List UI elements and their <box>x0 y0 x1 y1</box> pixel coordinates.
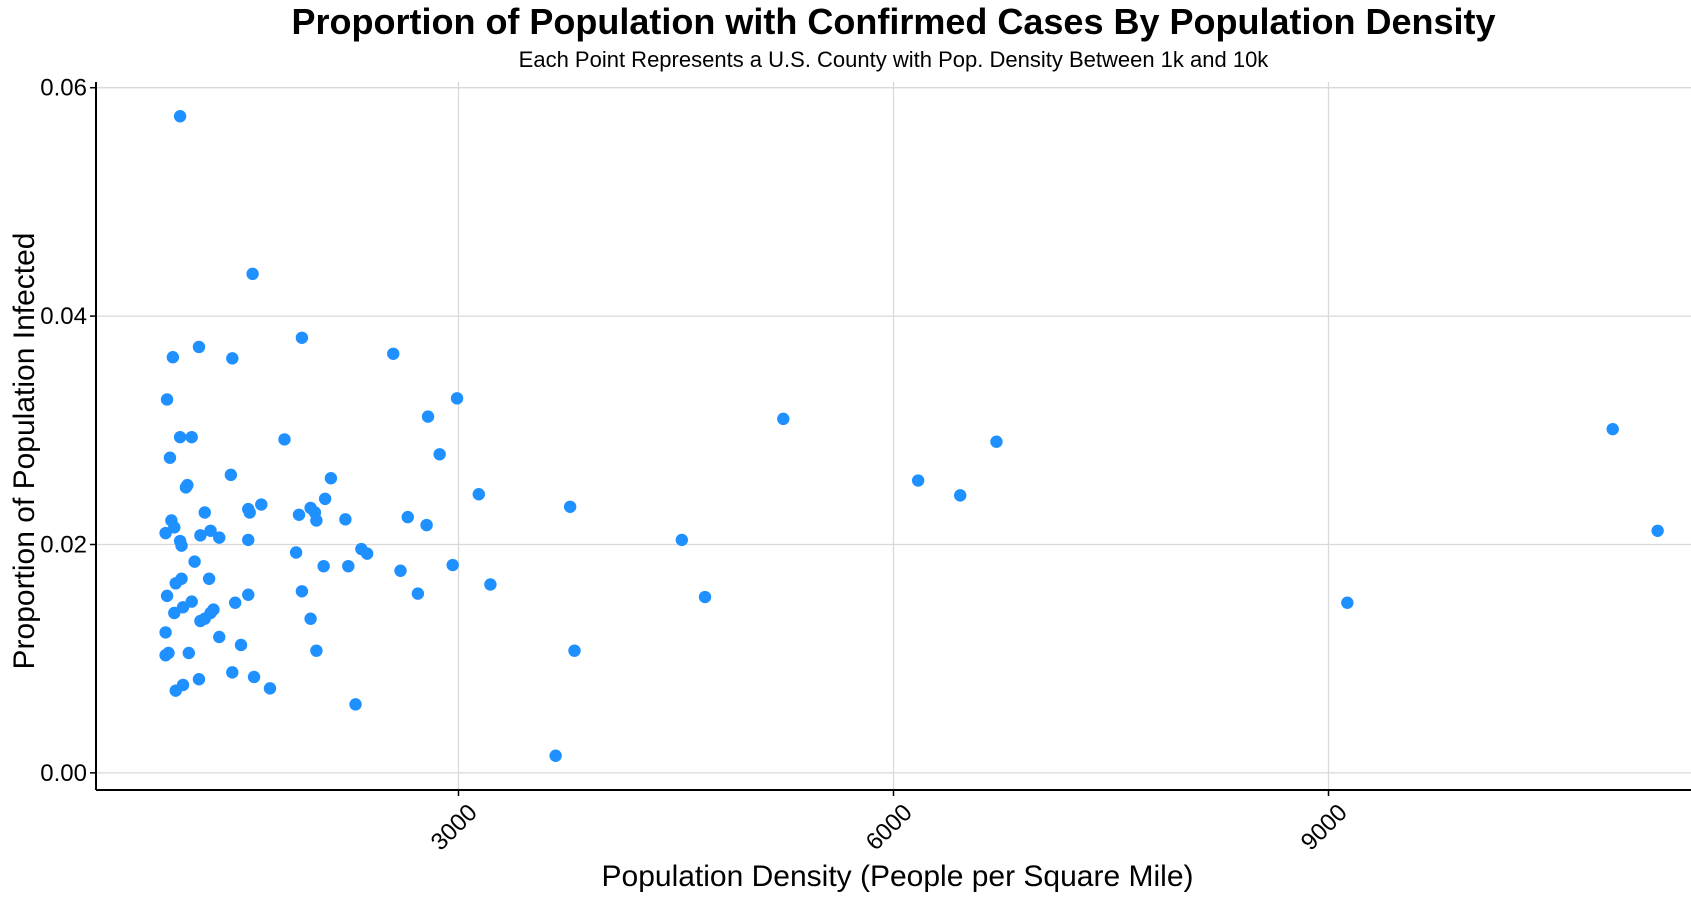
data-point <box>224 468 238 482</box>
data-point <box>176 678 190 692</box>
x-tick-label: 9000 <box>1296 799 1353 856</box>
data-point <box>242 588 255 601</box>
x-tick-label: 6000 <box>861 799 918 856</box>
data-point <box>342 559 355 573</box>
data-point <box>484 578 497 591</box>
y-tick-label: 0.04 <box>40 303 87 330</box>
y-axis-title: Proportion of Population Infected <box>8 233 41 670</box>
data-point <box>387 347 400 360</box>
data-point <box>278 433 291 446</box>
data-point <box>450 392 464 405</box>
y-tick-label: 0.06 <box>40 75 87 102</box>
data-point <box>247 670 261 684</box>
data-point <box>295 585 309 598</box>
data-point <box>472 488 485 501</box>
data-point <box>549 749 562 762</box>
data-point <box>339 513 352 526</box>
data-point <box>202 572 216 585</box>
data-point <box>310 514 323 527</box>
data-point <box>310 644 323 657</box>
data-point <box>242 533 255 547</box>
data-point <box>226 666 239 679</box>
data-point <box>1606 422 1619 436</box>
data-point <box>160 589 174 603</box>
y-tick-label: 0.00 <box>40 760 87 787</box>
data-point <box>175 539 188 552</box>
data-point <box>675 533 688 547</box>
y-tick-label: 0.02 <box>40 531 87 558</box>
data-point <box>159 626 172 639</box>
data-point <box>173 430 187 444</box>
data-point <box>324 472 338 485</box>
data-point <box>433 448 446 461</box>
x-tick-label: 3000 <box>426 799 483 856</box>
data-point <box>401 510 414 524</box>
data-point <box>990 435 1003 448</box>
data-point <box>394 564 407 577</box>
data-point <box>295 331 309 344</box>
data-point <box>234 638 248 652</box>
data-point <box>563 500 577 513</box>
data-point <box>192 340 206 354</box>
data-point <box>192 673 206 686</box>
data-point <box>229 596 242 609</box>
data-point <box>360 547 374 560</box>
data-point <box>411 587 425 600</box>
data-point <box>263 682 277 695</box>
data-point <box>204 524 217 537</box>
data-point <box>446 558 459 572</box>
data-point <box>198 506 211 519</box>
data-point <box>213 531 226 544</box>
data-point <box>1651 524 1664 537</box>
data-point <box>318 492 332 506</box>
data-point <box>159 526 172 540</box>
data-point <box>181 478 194 492</box>
data-point <box>304 612 317 625</box>
data-point <box>207 603 220 616</box>
data-point <box>213 630 226 644</box>
data-point <box>194 529 207 542</box>
chart-title: Proportion of Population with Confirmed … <box>291 1 1496 42</box>
data-point <box>168 606 181 620</box>
data-point <box>349 698 362 711</box>
x-axis-title: Population Density (People per Square Mi… <box>602 860 1194 893</box>
data-point <box>954 489 967 502</box>
data-point <box>289 546 303 559</box>
data-point <box>292 508 306 521</box>
data-point <box>246 267 259 281</box>
data-point <box>255 498 268 511</box>
data-point <box>1341 596 1354 609</box>
data-point <box>185 595 198 608</box>
data-point <box>163 451 177 464</box>
data-point <box>568 644 581 657</box>
data-point <box>160 393 174 406</box>
data-point <box>777 412 790 426</box>
data-point <box>317 559 330 573</box>
data-point <box>188 555 201 568</box>
data-point <box>185 430 198 444</box>
data-point <box>421 410 435 423</box>
data-point <box>911 474 925 487</box>
data-point <box>162 646 175 660</box>
data-point <box>420 518 433 532</box>
data-point <box>166 351 180 364</box>
data-point <box>173 110 187 123</box>
chart-subtitle: Each Point Represents a U.S. County with… <box>518 47 1269 72</box>
data-point <box>698 590 712 604</box>
data-point <box>226 352 239 365</box>
data-point <box>182 646 195 660</box>
data-point <box>243 506 256 519</box>
data-point <box>175 572 188 585</box>
